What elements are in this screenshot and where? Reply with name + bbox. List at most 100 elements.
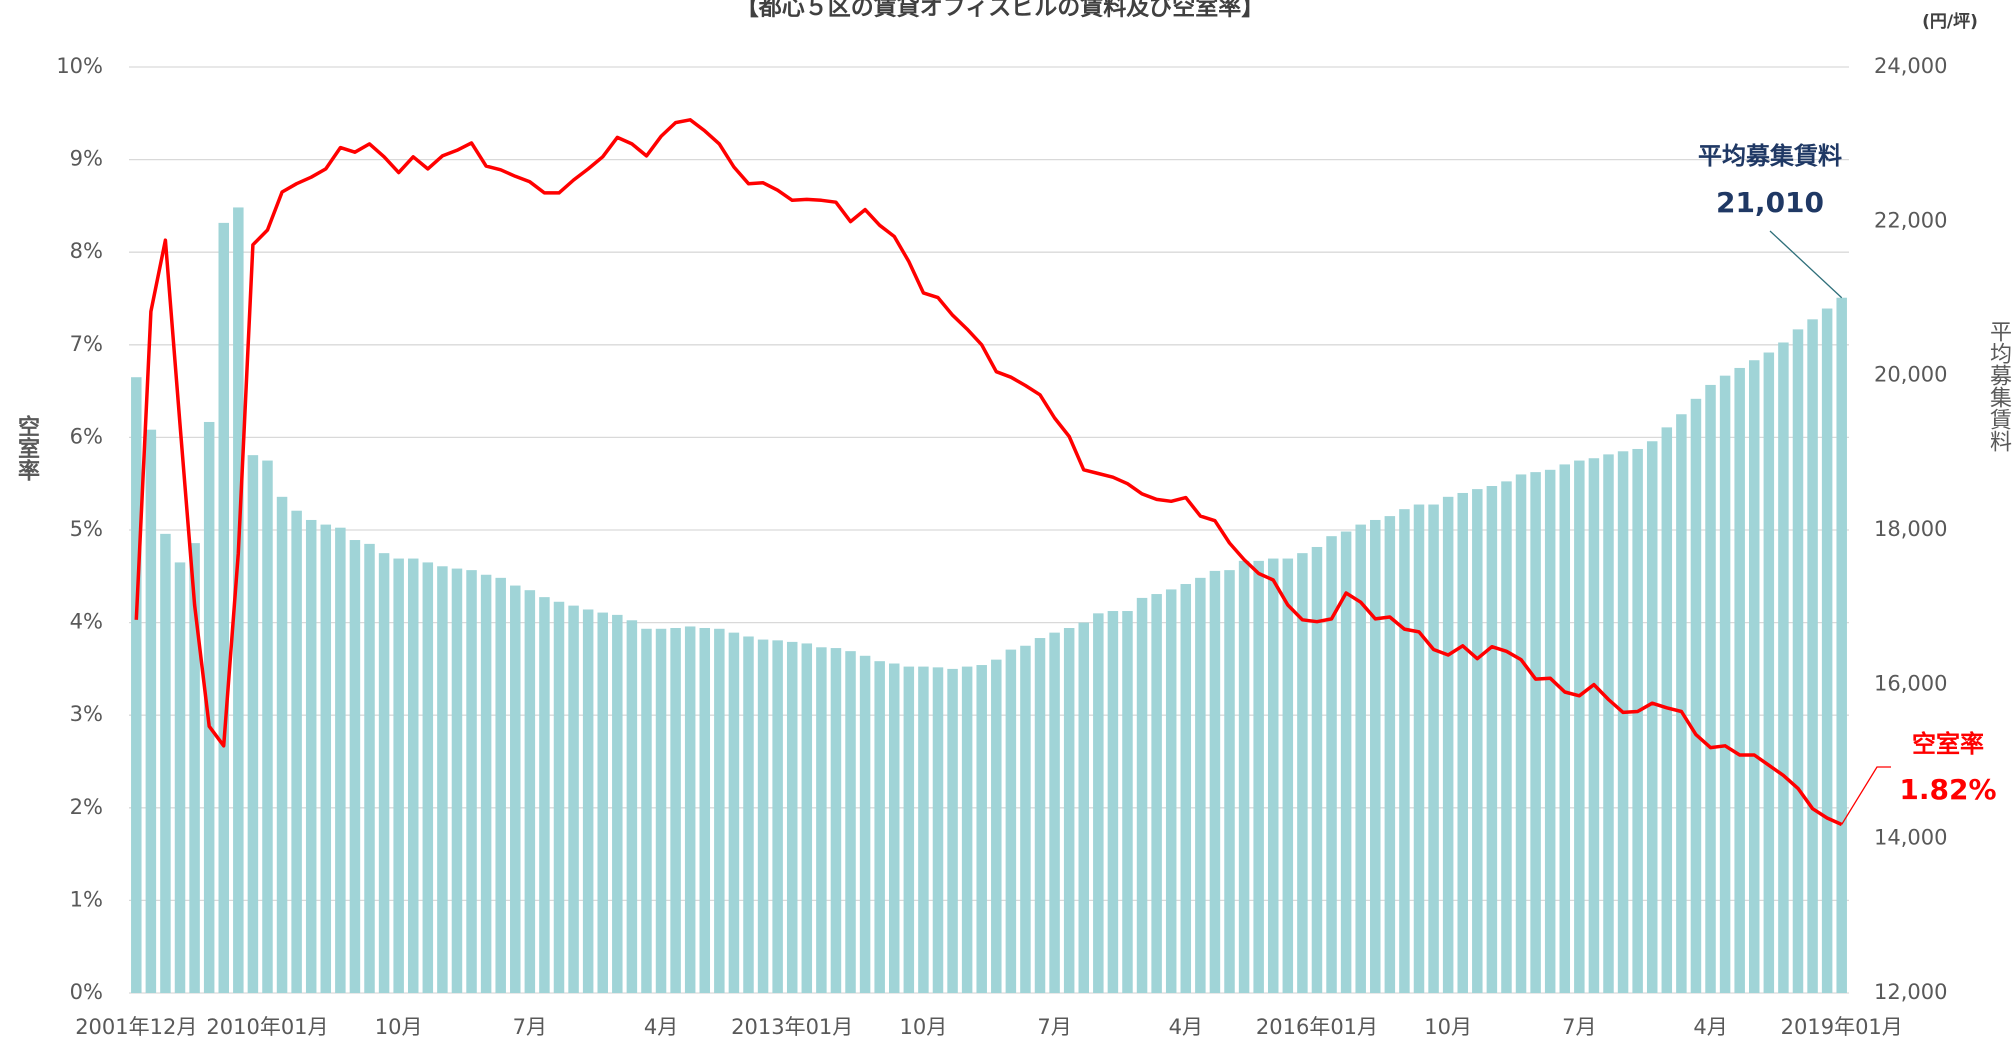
y-tick-label: 9% [70, 147, 103, 171]
bar [1297, 553, 1308, 993]
bar [1778, 342, 1789, 993]
bar [1355, 524, 1366, 993]
bar [1165, 589, 1177, 993]
bar [407, 558, 419, 993]
bar [305, 519, 317, 993]
bar [568, 605, 579, 993]
annotation-value: 1.82% [1899, 773, 1996, 806]
bar [1078, 622, 1089, 993]
x-tick-label: 2001年12月 [75, 1015, 197, 1039]
bar [1399, 509, 1410, 993]
y-tick-label: 0% [70, 980, 103, 1004]
y2-axis-label: 平均募集賃料 [1986, 320, 2012, 452]
y-tick-label: 2% [70, 795, 103, 819]
bar [1093, 613, 1104, 993]
bar [1690, 398, 1702, 994]
leader-line [1841, 766, 1891, 825]
bar [1384, 516, 1396, 993]
y2-unit: (円/坪) [1922, 12, 1978, 32]
bar [1370, 519, 1381, 993]
bar [1836, 297, 1847, 993]
bar [786, 641, 798, 993]
bar [1705, 384, 1716, 994]
bar [641, 628, 652, 993]
bar [714, 628, 725, 993]
y-tick-label: 4% [70, 610, 103, 634]
bar [1326, 536, 1337, 993]
y2-tick-label: 14,000 [1874, 826, 1947, 850]
bar [233, 207, 244, 993]
bar [378, 553, 390, 993]
bar [1792, 329, 1804, 993]
bar [1734, 367, 1745, 993]
y2-tick-label: 12,000 [1874, 980, 1947, 1004]
bar [1442, 496, 1454, 993]
bar [495, 577, 506, 993]
bar [1122, 611, 1133, 993]
bar [247, 455, 259, 994]
bar [1501, 481, 1512, 993]
x-tick-label: 7月 [513, 1015, 547, 1039]
x-tick-label: 4月 [1169, 1015, 1203, 1039]
bar [903, 666, 915, 993]
bar [393, 558, 404, 993]
bar [1224, 570, 1235, 993]
leader-line [1769, 230, 1843, 299]
bar [1340, 531, 1352, 993]
bar [582, 609, 594, 993]
bar [655, 628, 667, 993]
x-tick-label: 10月 [900, 1015, 948, 1039]
x-tick-label: 2019年01月 [1781, 1015, 1903, 1039]
bar [976, 665, 987, 993]
y-tick-label: 5% [70, 517, 103, 541]
bar [145, 429, 157, 993]
bar [364, 543, 375, 993]
bar [1676, 414, 1687, 993]
bar [1267, 558, 1279, 993]
bar [1428, 504, 1439, 993]
bar [203, 421, 215, 993]
annotation-label: 空室率 [1912, 730, 1984, 758]
y-tick-label: 1% [70, 887, 103, 911]
bar [189, 543, 200, 993]
bar [1195, 577, 1206, 993]
x-tick-label: 10月 [1424, 1015, 1472, 1039]
bar [859, 655, 871, 993]
bar [437, 566, 448, 993]
bar [291, 510, 302, 993]
bar [1661, 427, 1673, 993]
bar [1617, 451, 1629, 993]
bar [728, 632, 740, 993]
x-tick-label: 4月 [644, 1015, 678, 1039]
bar [349, 540, 361, 993]
bar [1559, 464, 1571, 993]
bar [1763, 352, 1775, 993]
bar [466, 570, 477, 993]
bar [1311, 546, 1323, 993]
bar [699, 628, 711, 993]
bar [1034, 638, 1046, 993]
bar [1574, 460, 1585, 993]
line [134, 118, 1843, 827]
bar [1151, 594, 1162, 993]
x-tick-label: 4月 [1693, 1015, 1727, 1039]
bar [1603, 454, 1614, 993]
bar [1209, 570, 1221, 993]
bar [1807, 319, 1818, 994]
y-tick-label: 7% [70, 332, 103, 356]
bar [1515, 474, 1527, 993]
bar [1719, 375, 1731, 994]
bar [160, 533, 171, 993]
bar [1457, 492, 1468, 993]
x-tick-label: 2010年01月 [206, 1015, 328, 1039]
bar [131, 377, 142, 994]
bar [1020, 645, 1031, 993]
bar [1107, 611, 1119, 993]
x-tick-label: 7月 [1562, 1015, 1596, 1039]
bar [757, 639, 769, 993]
bar [335, 527, 346, 993]
x-tick-label: 7月 [1037, 1015, 1071, 1039]
bar [480, 574, 492, 993]
bar [262, 460, 273, 993]
bar [1821, 308, 1833, 993]
